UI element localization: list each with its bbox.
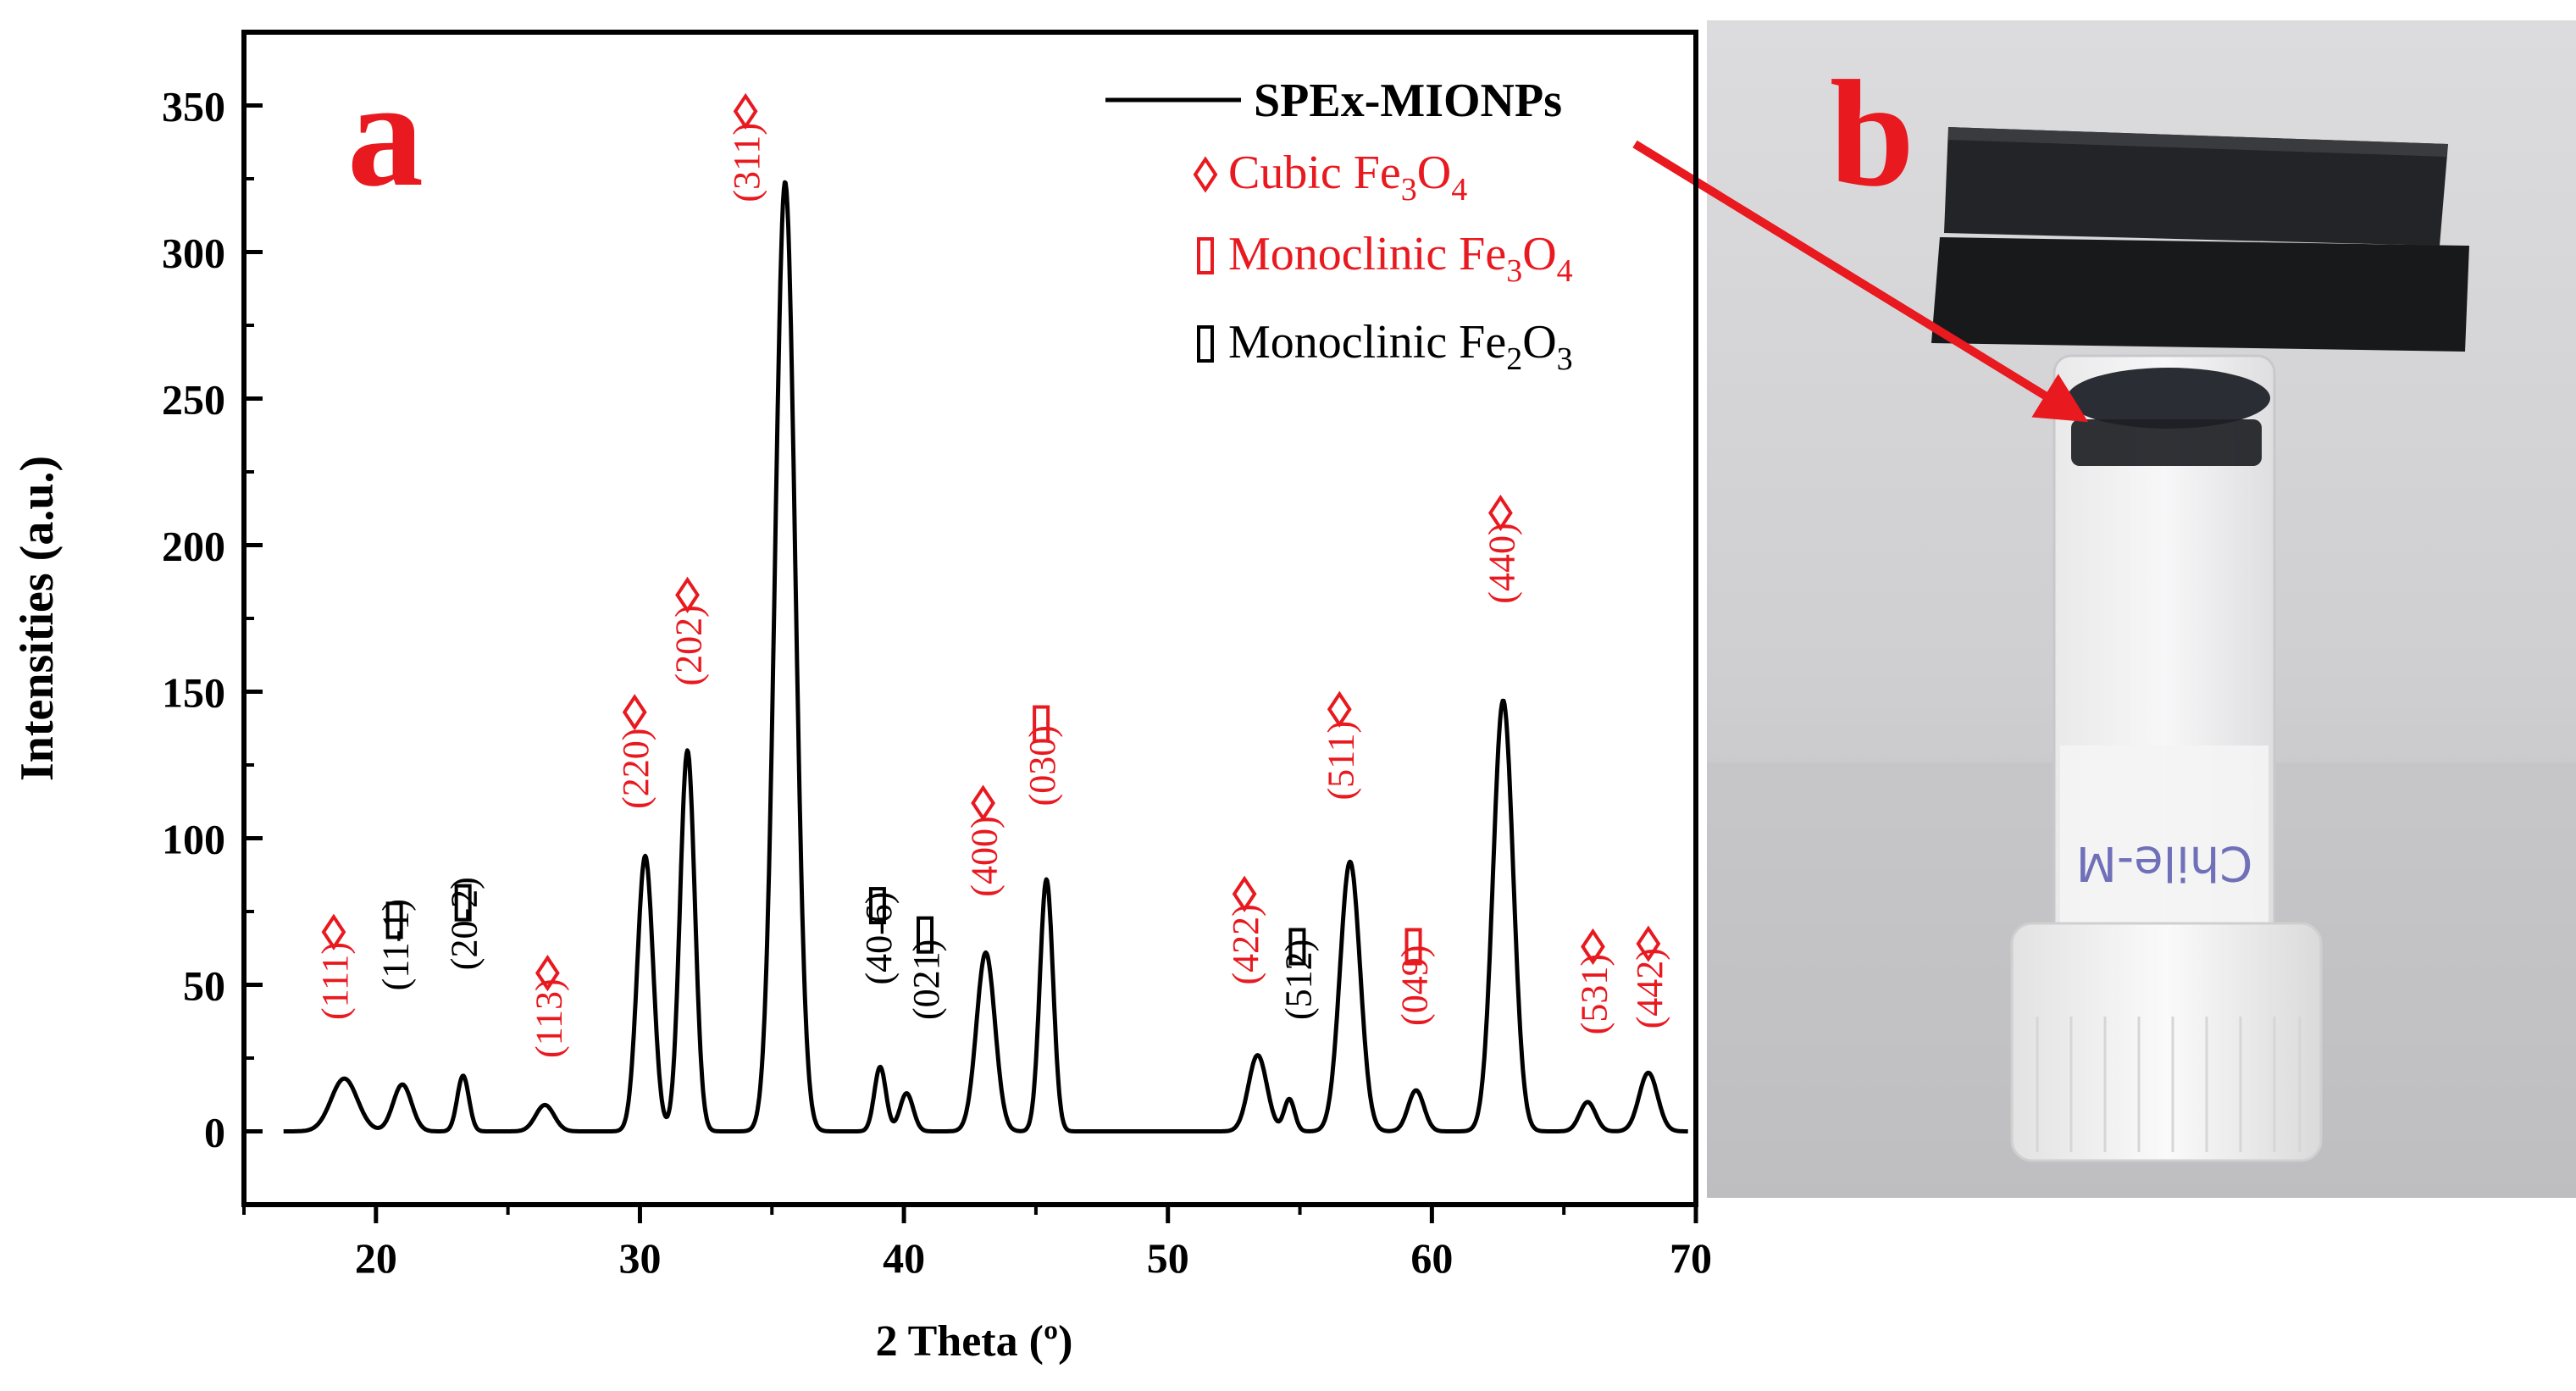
peak-label: (440): [1481, 523, 1522, 603]
peak-label: (111): [314, 942, 356, 1020]
cubic-marker: [622, 694, 647, 731]
monoclinic-marker: [1197, 325, 1214, 363]
magnet: [1931, 127, 2469, 352]
phase-legend: Cubic Fe3O4 Monoclinic Fe3O4 Monoclinic Fe…: [1193, 147, 1573, 377]
cubic-marker: [1232, 875, 1257, 912]
panel-label-a: a: [347, 49, 424, 218]
x-axis-label: 2 Theta (º): [876, 1317, 1073, 1366]
vial-liquid: [2060, 745, 2269, 957]
y-axis-label: Intensities (a.u.): [11, 456, 64, 781]
peak-label: (40-6): [858, 892, 900, 985]
vial-cap: [2010, 922, 2323, 1162]
y-tick-label: 300: [162, 230, 225, 277]
peak-label: (511): [1320, 721, 1361, 801]
y-tick-label: 150: [162, 669, 225, 717]
x-tick-label: 60: [1410, 1234, 1453, 1282]
phase-legend-label: Cubic Fe3O4: [1228, 147, 1467, 208]
peak-label: (049): [1394, 945, 1436, 1026]
peak-label: (11-1): [375, 899, 417, 990]
series-line-spex-mionps: [282, 180, 1690, 1133]
peak-label: (512): [1277, 939, 1319, 1020]
peak-label: (220): [615, 729, 656, 809]
nanoparticle-band: [2071, 419, 2262, 466]
phase-legend-label: Monoclinic Fe2O3: [1228, 316, 1573, 377]
x-tick-label: 70: [1670, 1234, 1712, 1282]
magnet-upper: [1944, 127, 2448, 246]
photo-panel: Chile-M b: [1632, 20, 2576, 1198]
cubic-marker: [1487, 494, 1513, 532]
x-axis-ticks: 20 30 40 50 60 70: [242, 1205, 1712, 1282]
y-tick-label: 250: [162, 376, 225, 424]
cubic-marker: [675, 576, 700, 613]
cubic-marker: [1327, 690, 1352, 728]
y-axis-ticks: 0 50 100 150 200 250 300 350: [162, 83, 263, 1156]
vial: Chile-M: [2010, 354, 2323, 1162]
monoclinic-marker: [1033, 705, 1050, 743]
peak-label: (422): [1225, 904, 1266, 984]
peak-label: (400): [964, 816, 1005, 896]
plot-frame: [241, 30, 1698, 1207]
peak-label: (113): [528, 978, 569, 1058]
phase-legend-label: Monoclinic Fe3O4: [1228, 228, 1573, 289]
monoclinic-marker: [454, 884, 472, 922]
pointer-arrow: [1632, 140, 2089, 423]
panel-label-b: b: [1830, 49, 1914, 218]
peak-label: (531): [1573, 954, 1615, 1034]
peak-label: (311): [726, 123, 767, 202]
monoclinic-marker: [385, 901, 403, 939]
peak-label: (030): [1022, 725, 1063, 806]
magnetic-nanoparticles: [2067, 368, 2270, 429]
xrd-chart: 0 50 100 150 200 250 300 350 20 30 40 50 60 70 (111)…: [11, 30, 1712, 1366]
magnet-lower: [1931, 237, 2469, 352]
vial-label-text: Chile-M: [2076, 835, 2253, 890]
cubic-marker: [1193, 156, 1218, 193]
y-tick-label: 100: [162, 816, 225, 863]
monoclinic-marker: [1404, 928, 1422, 966]
monoclinic-marker: [1197, 237, 1214, 274]
peak-annotations: (111) (11-1) (20-2) (113) (220) (202) (311) (40…: [314, 92, 1670, 1058]
y-tick-label: 50: [183, 962, 225, 1010]
cubic-marker: [971, 784, 995, 822]
monoclinic-marker: [1288, 928, 1306, 966]
legend: SPEx-MIONPs Cubic Fe3O4 Monoclinic Fe3O4 M…: [1105, 75, 1573, 377]
y-tick-label: 350: [162, 83, 225, 130]
peak-label: (20-2): [444, 877, 485, 970]
y-tick-label: 0: [204, 1109, 225, 1156]
x-tick-label: 30: [618, 1234, 661, 1282]
monoclinic-marker: [868, 887, 886, 925]
cubic-marker: [733, 92, 758, 130]
x-tick-label: 40: [883, 1234, 925, 1282]
cubic-marker: [1636, 925, 1661, 962]
peak-label: (202): [668, 605, 710, 685]
x-tick-label: 20: [355, 1234, 397, 1282]
monoclinic-marker: [917, 916, 934, 954]
cubic-marker: [535, 955, 560, 992]
cubic-marker: [1581, 928, 1605, 966]
x-tick-label: 50: [1147, 1234, 1189, 1282]
y-tick-label: 200: [162, 523, 225, 570]
legend-series-name: SPEx-MIONPs: [1254, 75, 1562, 127]
cubic-marker: [321, 913, 346, 950]
peak-label: (442): [1629, 948, 1670, 1028]
